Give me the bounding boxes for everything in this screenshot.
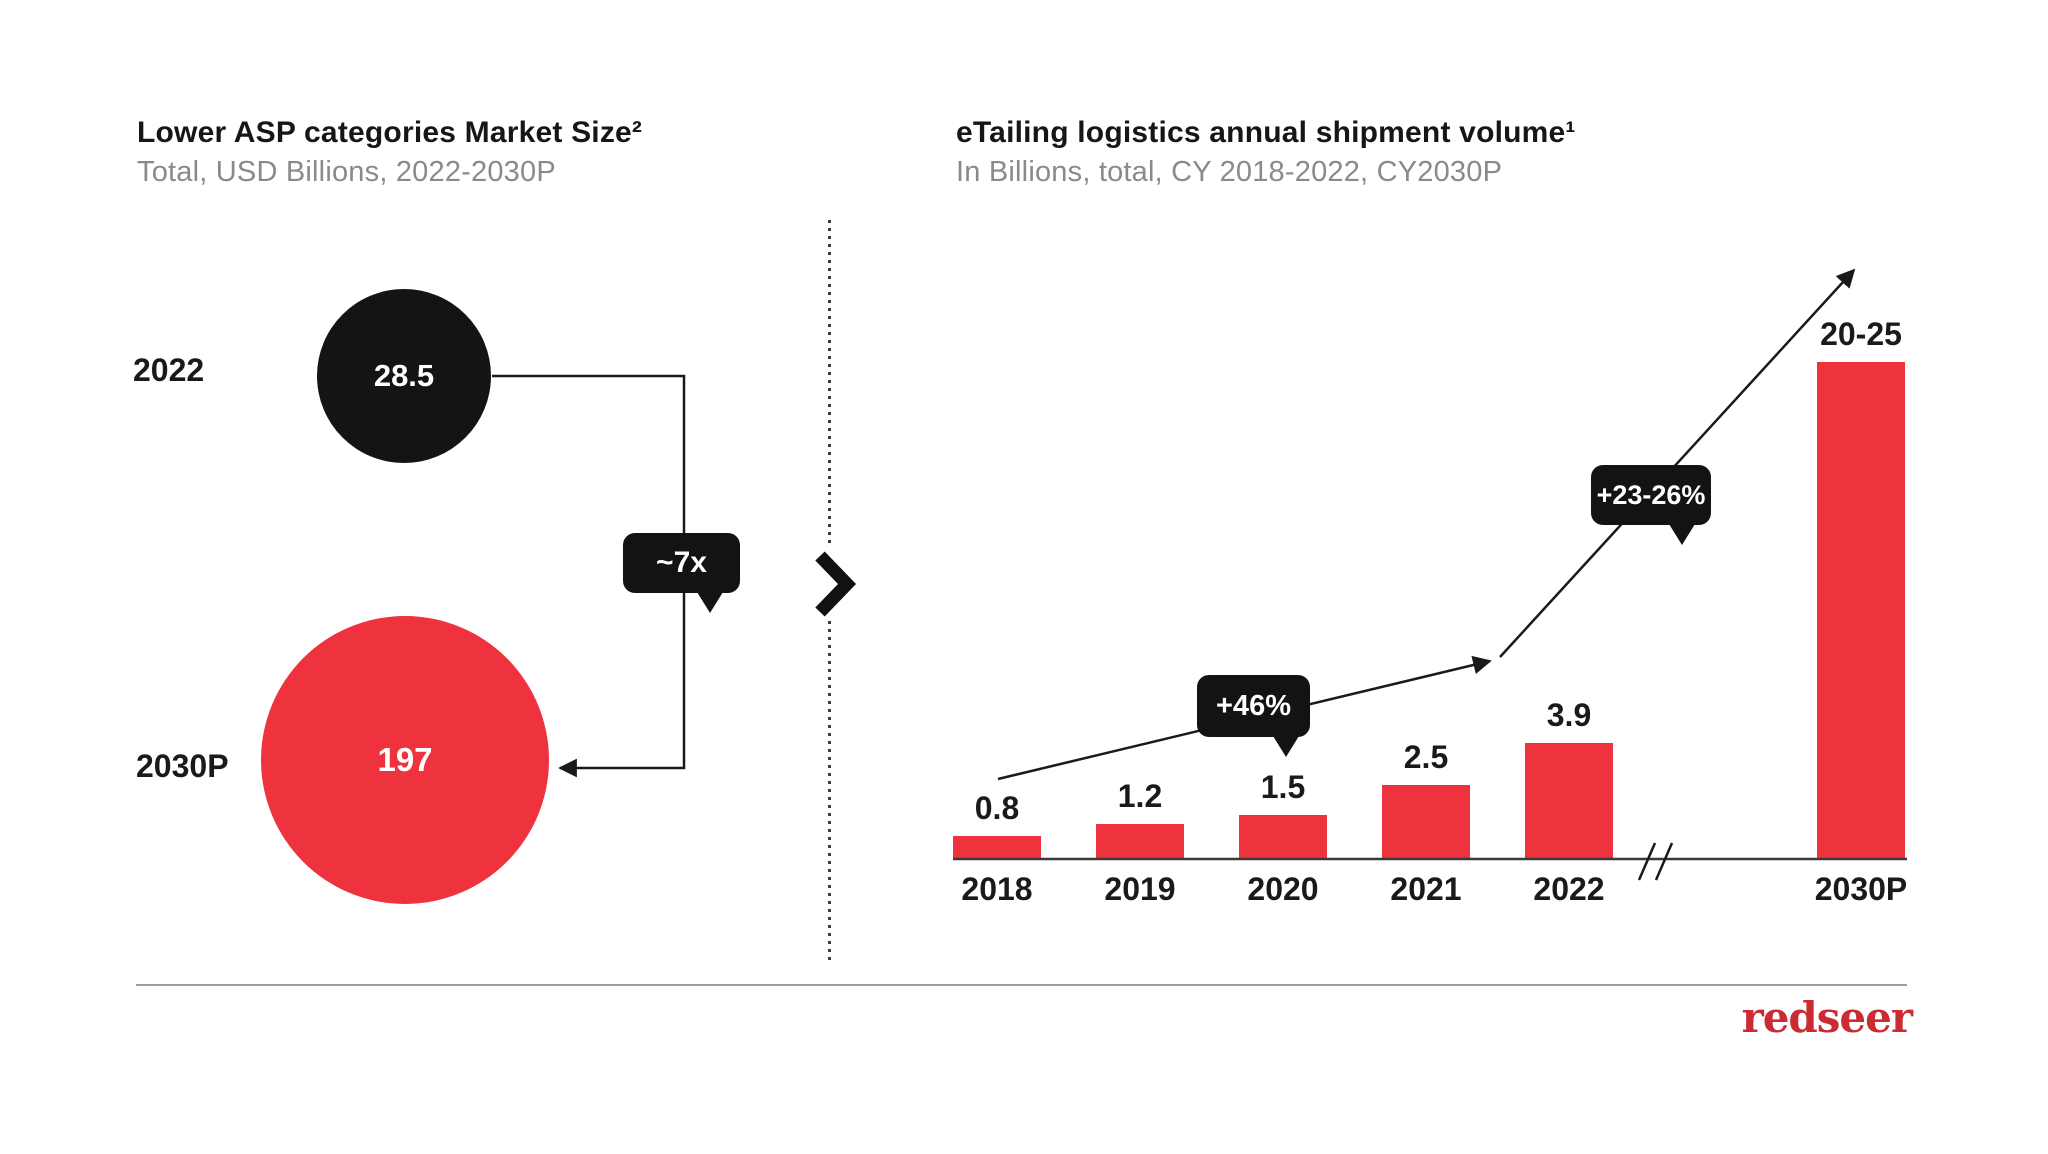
axis-label-2018: 2018 (961, 871, 1033, 907)
bar-value-2020: 1.5 (1260, 769, 1306, 805)
left-chart-subtitle: Total, USD Billions, 2022-2030P (137, 156, 556, 188)
year-label-2022: 2022 (133, 352, 205, 388)
right-title-block: eTailing logistics annual shipment volum… (956, 113, 1576, 191)
axis-label-2021: 2021 (1390, 871, 1462, 907)
left-title-block: Lower ASP categories Market Size² Total,… (137, 113, 642, 191)
bar-value-2019: 1.2 (1117, 778, 1163, 814)
bar-value-2021: 2.5 (1403, 739, 1449, 775)
axis-label-2019: 2019 (1104, 871, 1176, 907)
section-divider-dotted-line (828, 621, 831, 960)
growth-badge-23-26: +23-26% (1591, 465, 1711, 545)
bubble-2030p-value: 197 (377, 741, 433, 778)
axis-label-2020: 2020 (1247, 871, 1319, 907)
growth-badge-46: +46% (1197, 675, 1310, 757)
bar-2018 (953, 836, 1041, 860)
year-label-2030p: 2030P (136, 748, 229, 784)
multiplier-badge: ~7x (623, 533, 740, 613)
bar-2019 (1096, 824, 1184, 860)
bar-2030P (1817, 362, 1905, 860)
bar-value-2030P: 20-25 (1820, 316, 1902, 352)
right-chart-title: eTailing logistics annual shipment volum… (956, 116, 1576, 149)
bar-value-2022: 3.9 (1546, 697, 1592, 733)
bar-2022 (1525, 743, 1613, 860)
bar-2021 (1382, 785, 1470, 860)
axis-label-2030P: 2030P (1814, 871, 1908, 907)
bar-2020 (1239, 815, 1327, 860)
bubble-2022-value: 28.5 (373, 358, 435, 393)
footer-divider (136, 984, 1907, 986)
axis-label-2022: 2022 (1533, 871, 1605, 907)
redseer-logo: redseer (1741, 993, 1913, 1042)
bubble-2022: 28.5 (317, 289, 491, 463)
right-chart-subtitle: In Billions, total, CY 2018-2022, CY2030… (956, 156, 1503, 188)
section-divider-dotted-line (828, 220, 831, 546)
left-chart-title: Lower ASP categories Market Size² (137, 116, 643, 149)
bar-value-2018: 0.8 (974, 790, 1020, 826)
